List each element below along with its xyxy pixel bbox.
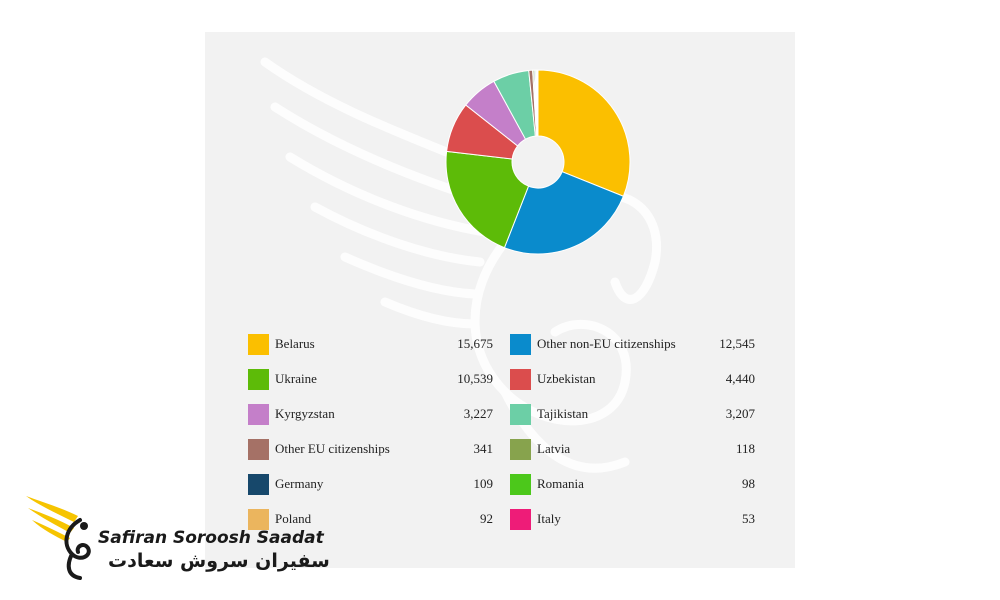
legend-value: 10,539 [457, 371, 493, 386]
legend-item-belarus: Belarus 15,675 [248, 334, 493, 356]
legend-value: 109 [473, 476, 494, 491]
pie-slice-italy [536, 69, 539, 137]
legend-item-germany: Germany 109 [248, 474, 493, 496]
legend-value: 53 [742, 511, 755, 526]
legend-swatch [248, 369, 269, 390]
brand-name-persian: سفیران سروش سعادت [108, 550, 330, 572]
legend-value: 15,675 [457, 336, 493, 351]
legend-label: Other non-EU citizenships [537, 336, 676, 351]
legend-value: 341 [473, 441, 494, 456]
legend-item-romania: Romania 98 [510, 474, 755, 496]
legend-value: 118 [735, 441, 755, 456]
legend-label: Latvia [537, 441, 571, 456]
legend-value: 3,207 [725, 406, 755, 421]
legend-value: 3,227 [463, 406, 493, 421]
legend-label: Germany [275, 476, 324, 491]
pie-slice-other-non-eu-citizenships [503, 171, 625, 255]
legend-label: Italy [537, 511, 561, 526]
legend-swatch [510, 509, 531, 530]
legend-swatch [510, 439, 531, 460]
legend-item-ukraine: Ukraine 10,539 [248, 369, 493, 391]
brand-logo: Safiran Soroosh Saadat سفیران سروش سعادت [22, 492, 330, 582]
legend-label: Tajikistan [537, 406, 589, 421]
legend-value: 92 [480, 511, 493, 526]
legend-swatch [510, 404, 531, 425]
legend-label: Uzbekistan [537, 371, 596, 386]
legend-label: Kyrgyzstan [275, 406, 335, 421]
legend-value: 12,545 [719, 336, 755, 351]
legend-item-latvia: Latvia 118 [510, 439, 755, 461]
legend-swatch [510, 474, 531, 495]
wing-logo-icon [26, 496, 91, 580]
legend-item-uzbekistan: Uzbekistan 4,440 [510, 369, 755, 391]
bird-watermark-icon [260, 57, 661, 473]
legend-item-poland: Poland 92 [248, 509, 493, 531]
legend-item-kyrgyzstan: Kyrgyzstan 3,227 [248, 404, 493, 426]
legend-label: Ukraine [275, 371, 317, 386]
legend-item-other-eu-citizenships: Other EU citizenships 341 [248, 439, 493, 461]
pie-slice-ukraine [445, 150, 530, 249]
legend-swatch [248, 439, 269, 460]
chart-panel: Belarus 15,675 Other non-EU citizenships 12… [205, 32, 795, 568]
legend-value: 98 [742, 476, 755, 491]
legend-swatch [510, 369, 531, 390]
legend-item-italy: Italy 53 [510, 509, 755, 531]
legend-label: Romania [537, 476, 584, 491]
legend-label: Other EU citizenships [275, 441, 390, 456]
legend-swatch [248, 334, 269, 355]
legend-swatch [248, 404, 269, 425]
brand-name-latin: Safiran Soroosh Saadat [98, 528, 324, 548]
donut-chart [445, 69, 631, 255]
pie-slice-belarus [537, 69, 631, 197]
legend-value: 4,440 [725, 371, 755, 386]
legend-swatch [510, 334, 531, 355]
legend-swatch [248, 509, 269, 530]
legend-label: Poland [275, 511, 312, 526]
legend-label: Belarus [275, 336, 315, 351]
legend-item-tajikistan: Tajikistan 3,207 [510, 404, 755, 426]
legend-swatch [248, 474, 269, 495]
legend-item-other-non-eu-citizenships: Other non-EU citizenships 12,545 [510, 334, 755, 356]
